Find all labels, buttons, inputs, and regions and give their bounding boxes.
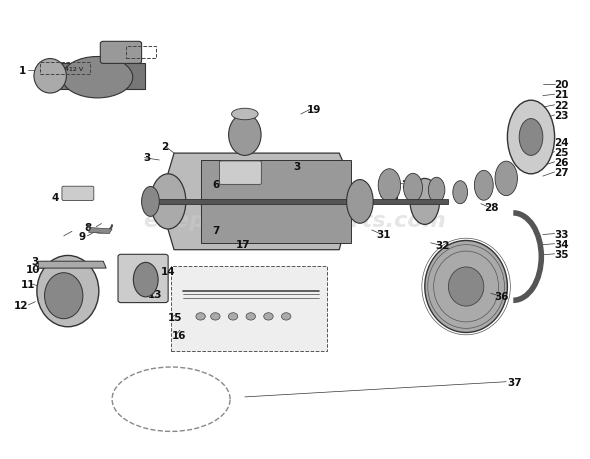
Ellipse shape xyxy=(45,273,83,319)
Text: 3: 3 xyxy=(143,153,150,163)
Polygon shape xyxy=(142,200,448,204)
Ellipse shape xyxy=(142,187,159,217)
Text: 15: 15 xyxy=(168,313,183,323)
Ellipse shape xyxy=(34,60,66,94)
Text: 30: 30 xyxy=(385,192,399,202)
Text: 17: 17 xyxy=(236,239,251,249)
Text: 3: 3 xyxy=(294,161,301,171)
Circle shape xyxy=(246,313,255,320)
Text: 12: 12 xyxy=(14,300,28,310)
Ellipse shape xyxy=(347,180,373,224)
Text: 29: 29 xyxy=(401,179,415,190)
Ellipse shape xyxy=(453,181,467,204)
FancyBboxPatch shape xyxy=(118,255,168,303)
Ellipse shape xyxy=(495,162,517,196)
Text: DB E7412 V: DB E7412 V xyxy=(47,67,83,72)
Text: 26: 26 xyxy=(555,157,569,168)
Circle shape xyxy=(196,313,205,320)
Text: 34: 34 xyxy=(555,239,569,249)
Ellipse shape xyxy=(150,174,186,230)
Circle shape xyxy=(264,313,273,320)
Ellipse shape xyxy=(448,267,484,307)
Text: 2: 2 xyxy=(161,142,168,152)
Ellipse shape xyxy=(519,119,543,156)
Text: 25: 25 xyxy=(555,147,569,157)
Text: 13: 13 xyxy=(148,290,162,300)
Text: 1: 1 xyxy=(19,66,27,76)
Text: 4: 4 xyxy=(52,192,59,202)
Text: 19: 19 xyxy=(307,105,321,115)
Polygon shape xyxy=(38,262,106,269)
Text: 10: 10 xyxy=(25,265,40,275)
Text: 6: 6 xyxy=(212,179,219,190)
FancyBboxPatch shape xyxy=(100,42,142,64)
Ellipse shape xyxy=(229,115,261,156)
Text: 35: 35 xyxy=(555,249,569,259)
Text: 16: 16 xyxy=(172,330,187,340)
Circle shape xyxy=(281,313,291,320)
Text: 36: 36 xyxy=(494,291,509,301)
Text: 28: 28 xyxy=(484,202,499,213)
Text: 11: 11 xyxy=(21,280,35,290)
Text: 32: 32 xyxy=(435,241,450,251)
Ellipse shape xyxy=(507,101,555,174)
Text: 23: 23 xyxy=(555,111,569,121)
Ellipse shape xyxy=(428,178,445,203)
Ellipse shape xyxy=(231,109,258,121)
FancyBboxPatch shape xyxy=(219,162,261,185)
Polygon shape xyxy=(88,228,112,234)
Text: 20: 20 xyxy=(555,80,569,90)
Ellipse shape xyxy=(425,241,507,333)
Ellipse shape xyxy=(378,169,401,202)
Text: 27: 27 xyxy=(555,168,569,178)
Ellipse shape xyxy=(474,171,493,201)
Text: 7: 7 xyxy=(212,225,219,235)
Text: eReplacementParts.com: eReplacementParts.com xyxy=(143,210,447,230)
Text: 9: 9 xyxy=(78,231,86,241)
Circle shape xyxy=(228,313,238,320)
Text: 3: 3 xyxy=(31,257,38,267)
Text: 5: 5 xyxy=(156,183,163,193)
Ellipse shape xyxy=(37,256,99,327)
Text: 21: 21 xyxy=(555,90,569,100)
Polygon shape xyxy=(201,161,351,243)
Polygon shape xyxy=(165,154,348,250)
Text: 18: 18 xyxy=(236,119,251,129)
Text: 24: 24 xyxy=(555,137,569,147)
Text: 37: 37 xyxy=(507,377,522,387)
Ellipse shape xyxy=(62,57,133,99)
Circle shape xyxy=(211,313,220,320)
Ellipse shape xyxy=(133,263,158,297)
Text: 8: 8 xyxy=(84,222,91,232)
FancyBboxPatch shape xyxy=(62,187,94,201)
Text: 33: 33 xyxy=(555,229,569,239)
Text: 14: 14 xyxy=(160,267,175,277)
Ellipse shape xyxy=(410,179,440,225)
FancyBboxPatch shape xyxy=(171,266,327,351)
Polygon shape xyxy=(50,64,145,90)
Text: 31: 31 xyxy=(376,229,391,239)
Text: 22: 22 xyxy=(555,101,569,111)
Ellipse shape xyxy=(404,174,422,202)
